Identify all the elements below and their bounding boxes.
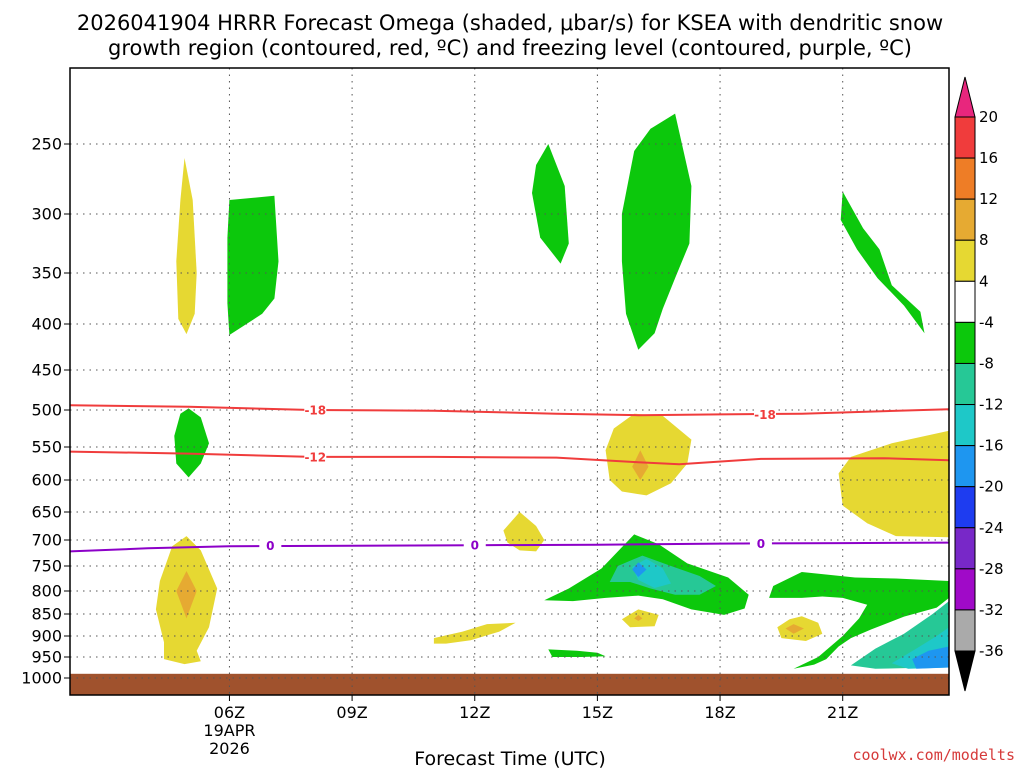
- y-tick-label: 750: [31, 557, 62, 576]
- colorbar-segment: [954, 609, 976, 652]
- colorbar-segment: [954, 362, 976, 406]
- colorbar-segment: [954, 116, 976, 159]
- colorbar-label: 4: [979, 272, 989, 290]
- colorbar-label: 16: [979, 149, 998, 167]
- shaded-region-upper-green-16z: [621, 113, 692, 350]
- x-tick-label: 15Z: [582, 703, 613, 722]
- y-tick-label: 850: [31, 605, 62, 624]
- y-tick-label: 300: [31, 205, 62, 224]
- contour-label-bg: [304, 449, 327, 464]
- contour-label-bg: [749, 536, 772, 551]
- x-tick-year-label: 2026: [209, 739, 250, 758]
- plot-frame: [69, 67, 950, 696]
- shaded-region-mid-green-05z: [174, 408, 209, 478]
- contour-label-dgz-minus18: -18: [754, 408, 776, 422]
- shaded-region-green-14z-low: [548, 649, 606, 657]
- ground-layer: [70, 673, 949, 695]
- colorbar-label: 8: [979, 231, 989, 249]
- contour-lines: -18 -18 -12 0 0 0: [70, 403, 949, 553]
- colorbar-label: 20: [979, 108, 998, 126]
- colorbar-label: 12: [979, 190, 998, 208]
- x-tick-label: 18Z: [704, 703, 735, 722]
- colorbar-label: -32: [979, 601, 1004, 619]
- x-tick-label: 06Z: [214, 703, 245, 722]
- shaded-region-upper-green-14z: [532, 144, 569, 264]
- colorbar-segment: [954, 157, 976, 200]
- colorbar-top-triangle: [954, 76, 976, 118]
- colorbar-segment: [954, 404, 976, 447]
- shaded-region-right-yellow-22z: [838, 430, 949, 538]
- shaded-region-mid-orange-16z: [632, 450, 649, 480]
- chart-title-line-2: growth region (contoured, red, ºC) and f…: [108, 36, 912, 60]
- colorbar-bottom-triangle: [954, 650, 976, 692]
- y-tick-label: 700: [31, 531, 62, 550]
- colorbar-segment: [954, 445, 976, 488]
- contour-label-dgz-minus18: -18: [304, 404, 326, 418]
- shaded-region-yellow-13z: [503, 512, 545, 552]
- y-axis-ticks: 250 300 350 400 450 500 550 600 650 700 750 800 850 9…: [21, 135, 70, 688]
- contour-dgz-minus18: [70, 404, 949, 417]
- contour-freezing-level: [70, 541, 949, 553]
- contour-label-dgz-minus12: -12: [304, 450, 326, 464]
- terrain-rect: [70, 673, 949, 695]
- shaded-region-mid-yellow-16z: [605, 413, 692, 496]
- contour-label-bg: [463, 538, 486, 553]
- y-tick-label: 250: [31, 135, 62, 154]
- shaded-region-lower-orange-05z: [176, 571, 197, 619]
- contour-label-freezing-level: 0: [471, 539, 479, 553]
- contour-label-freezing-level: 0: [266, 539, 274, 553]
- y-tick-label: 900: [31, 627, 62, 646]
- y-tick-label: 500: [31, 401, 62, 420]
- colorbar-segment: [954, 321, 976, 364]
- shaded-region-upper-green-21z: [840, 191, 925, 334]
- colorbar: 20 16 12 8 4 -4 -8 -12 -16 -20 -24 -28 -32 -36: [954, 76, 1004, 692]
- colorbar-segment: [954, 486, 976, 529]
- shaded-region-blue-22z: [912, 646, 949, 669]
- contour-label-bg: [304, 403, 327, 417]
- y-tick-label: 650: [31, 503, 62, 522]
- colorbar-segment: [954, 239, 976, 282]
- shaded-region-upper-green-06z: [227, 195, 279, 335]
- colorbar-label: -16: [979, 437, 1004, 455]
- colorbar-label: -24: [979, 519, 1004, 537]
- y-tick-label: 350: [31, 264, 62, 283]
- credit-text: coolwx.com/modelts: [852, 746, 1015, 764]
- y-tick-label: 450: [31, 361, 62, 380]
- shaded-region-orange-16z-lower: [634, 614, 643, 621]
- contour-label-bg: [259, 538, 282, 553]
- colorbar-label: -20: [979, 478, 1004, 496]
- contour-label-freezing-level: 0: [757, 537, 765, 551]
- shaded-region-upper-yellow-06z: [176, 158, 197, 335]
- colorbar-label: -12: [979, 396, 1004, 414]
- y-tick-label: 400: [31, 315, 62, 334]
- grid-lines: [70, 68, 949, 695]
- colorbar-label: -36: [979, 642, 1004, 660]
- contour-dgz-minus12: [70, 450, 949, 466]
- y-tick-label: 1000: [21, 669, 62, 688]
- x-tick-label: 09Z: [336, 703, 367, 722]
- y-tick-label: 800: [31, 582, 62, 601]
- colorbar-segment: [954, 568, 976, 611]
- shaded-omega-regions: [155, 113, 949, 669]
- contour-label-bg: [754, 407, 777, 422]
- x-tick-label: 21Z: [827, 703, 858, 722]
- colorbar-label: -8: [979, 354, 994, 372]
- shaded-region-green-20z-lower: [769, 572, 949, 669]
- x-tick-label: 12Z: [459, 703, 490, 722]
- shaded-region-yellow-12z: [433, 622, 516, 644]
- y-tick-label: 550: [31, 438, 62, 457]
- shaded-region-orange-20z-lower: [785, 624, 804, 634]
- colorbar-label: -28: [979, 560, 1004, 578]
- colorbar-label: -4: [979, 313, 994, 331]
- y-tick-label: 600: [31, 471, 62, 490]
- x-axis-title: Forecast Time (UTC): [414, 748, 605, 768]
- colorbar-segment: [954, 527, 976, 570]
- colorbar-segment: [954, 280, 976, 323]
- chart-title-line-1: 2026041904 HRRR Forecast Omega (shaded, …: [77, 11, 943, 35]
- y-tick-label: 950: [31, 648, 62, 667]
- colorbar-segment: [954, 198, 976, 241]
- x-tick-date-label: 19APR: [203, 721, 255, 740]
